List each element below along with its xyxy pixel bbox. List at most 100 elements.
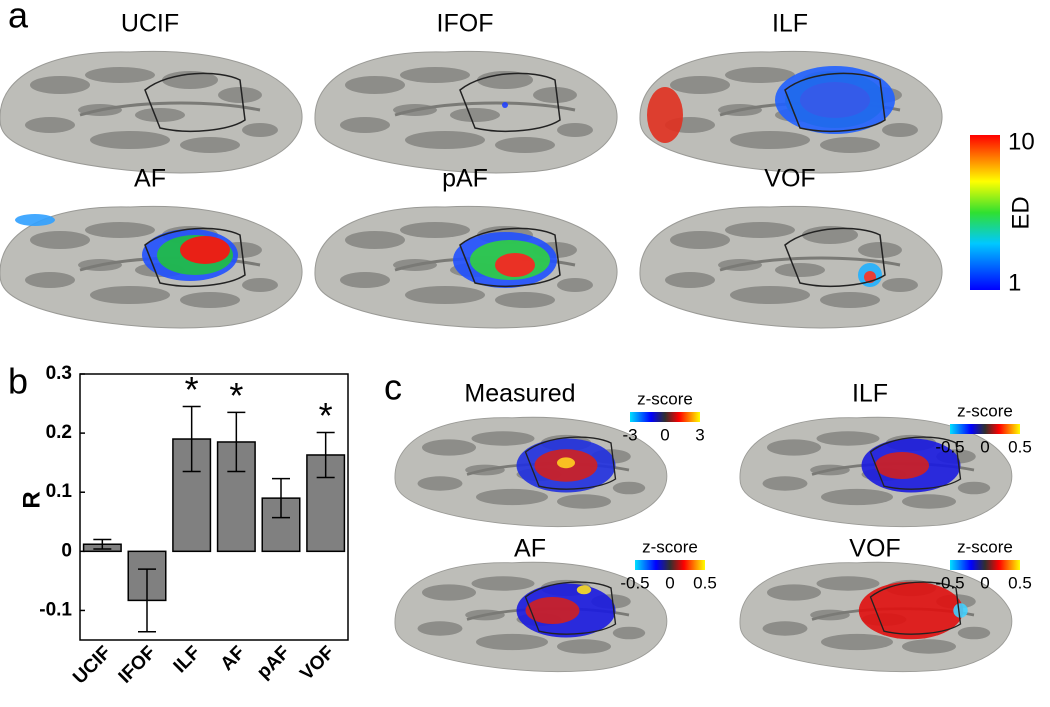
roi-outline	[784, 227, 886, 287]
sulcus	[957, 626, 991, 640]
sulcus	[902, 639, 956, 654]
sulcus	[557, 639, 611, 654]
brain-title: AF	[134, 165, 166, 193]
sulcus	[476, 633, 548, 651]
y-axis-label: R	[18, 491, 45, 508]
brain	[394, 416, 668, 528]
colorbar-tick: -0.5	[935, 573, 964, 592]
sulcus	[821, 633, 893, 651]
sulcus	[85, 67, 155, 83]
sulcus	[405, 286, 485, 304]
activation	[858, 581, 964, 640]
sulcus	[858, 242, 902, 258]
sulcus	[90, 131, 170, 149]
x-tick-label: pAF	[253, 642, 294, 683]
sulcus	[820, 292, 880, 308]
sulcus	[957, 481, 991, 495]
sulcus	[242, 278, 278, 292]
brain	[739, 416, 1013, 528]
roi-outline	[524, 581, 617, 635]
brain-title: Measured	[464, 380, 575, 408]
sulcus	[242, 123, 278, 137]
sulcus	[417, 621, 463, 636]
colorbar-tick: 0	[980, 437, 989, 456]
brain-title: UCIF	[121, 10, 179, 38]
colorbar-max: 10	[1008, 128, 1035, 155]
brain-title: AF	[514, 535, 546, 563]
y-tick-label: -0.1	[39, 599, 72, 620]
colorbar-tick: -3	[622, 425, 637, 444]
sulcus	[422, 584, 476, 601]
sulcus	[612, 481, 646, 495]
activation	[15, 214, 55, 226]
roi-outline	[524, 436, 617, 490]
sulcus	[85, 222, 155, 238]
colorbar	[950, 560, 1020, 570]
sulcus	[400, 222, 470, 238]
sulcus	[882, 123, 918, 137]
y-tick-label: 0.3	[46, 363, 72, 384]
colorbar	[970, 135, 1000, 290]
sulcus	[670, 231, 730, 249]
temporal-fold	[719, 256, 901, 272]
sulcus	[816, 431, 880, 446]
x-tick-label: UCIF	[69, 642, 115, 688]
activation	[875, 452, 929, 479]
error-bar	[93, 538, 112, 550]
significance-marker: *	[319, 395, 333, 436]
sulcus	[30, 76, 90, 94]
error-bar	[272, 477, 290, 519]
sulcus	[476, 488, 548, 506]
sulcus	[670, 76, 730, 94]
colorbar-min: 1	[1008, 269, 1021, 296]
sulcus	[762, 621, 808, 636]
colorbar-label: ED	[1007, 196, 1034, 229]
sulcus	[25, 117, 75, 133]
sulcus	[820, 137, 880, 153]
colorbar-label: z-score	[957, 401, 1013, 420]
activation	[775, 66, 895, 134]
temporal-fold	[394, 101, 576, 117]
activation	[576, 585, 592, 595]
brain	[739, 561, 1013, 673]
panel-label: c	[384, 367, 402, 408]
sulcus	[816, 576, 880, 591]
roi-outline	[459, 72, 561, 132]
sulcus	[340, 272, 390, 288]
sulcus	[340, 117, 390, 133]
sulcus	[762, 476, 808, 491]
sulcus	[417, 476, 463, 491]
sulcus	[345, 76, 405, 94]
panel-label: a	[8, 0, 29, 36]
temporal-fold	[79, 101, 261, 117]
brain	[394, 561, 668, 673]
plot-frame	[79, 373, 349, 641]
sulcus	[180, 292, 240, 308]
sulcus	[557, 494, 611, 509]
activation	[495, 253, 535, 277]
colorbar-label: z-score	[957, 537, 1013, 556]
sulcus	[471, 431, 535, 446]
sulcus	[767, 584, 821, 601]
sulcus	[180, 137, 240, 153]
x-tick-label: ILF	[170, 642, 205, 677]
brain-title: ILF	[772, 10, 808, 38]
sulcus	[533, 87, 577, 103]
brain-title: pAF	[442, 165, 488, 193]
sulcus	[345, 231, 405, 249]
brain-title: VOF	[849, 535, 900, 563]
colorbar-tick: 0.5	[1008, 437, 1032, 456]
colorbar-tick: -0.5	[935, 437, 964, 456]
x-tick-label: IFOF	[115, 642, 160, 687]
sulcus	[422, 439, 476, 456]
significance-marker: *	[229, 375, 243, 416]
sulcus	[25, 272, 75, 288]
brain-title: ILF	[852, 380, 888, 408]
sulcus	[135, 108, 185, 122]
y-tick-label: 0.1	[46, 481, 73, 502]
sulcus	[471, 576, 535, 591]
error-bar	[138, 568, 156, 633]
brain-title: VOF	[764, 165, 815, 193]
colorbar-label: z-score	[642, 537, 698, 556]
